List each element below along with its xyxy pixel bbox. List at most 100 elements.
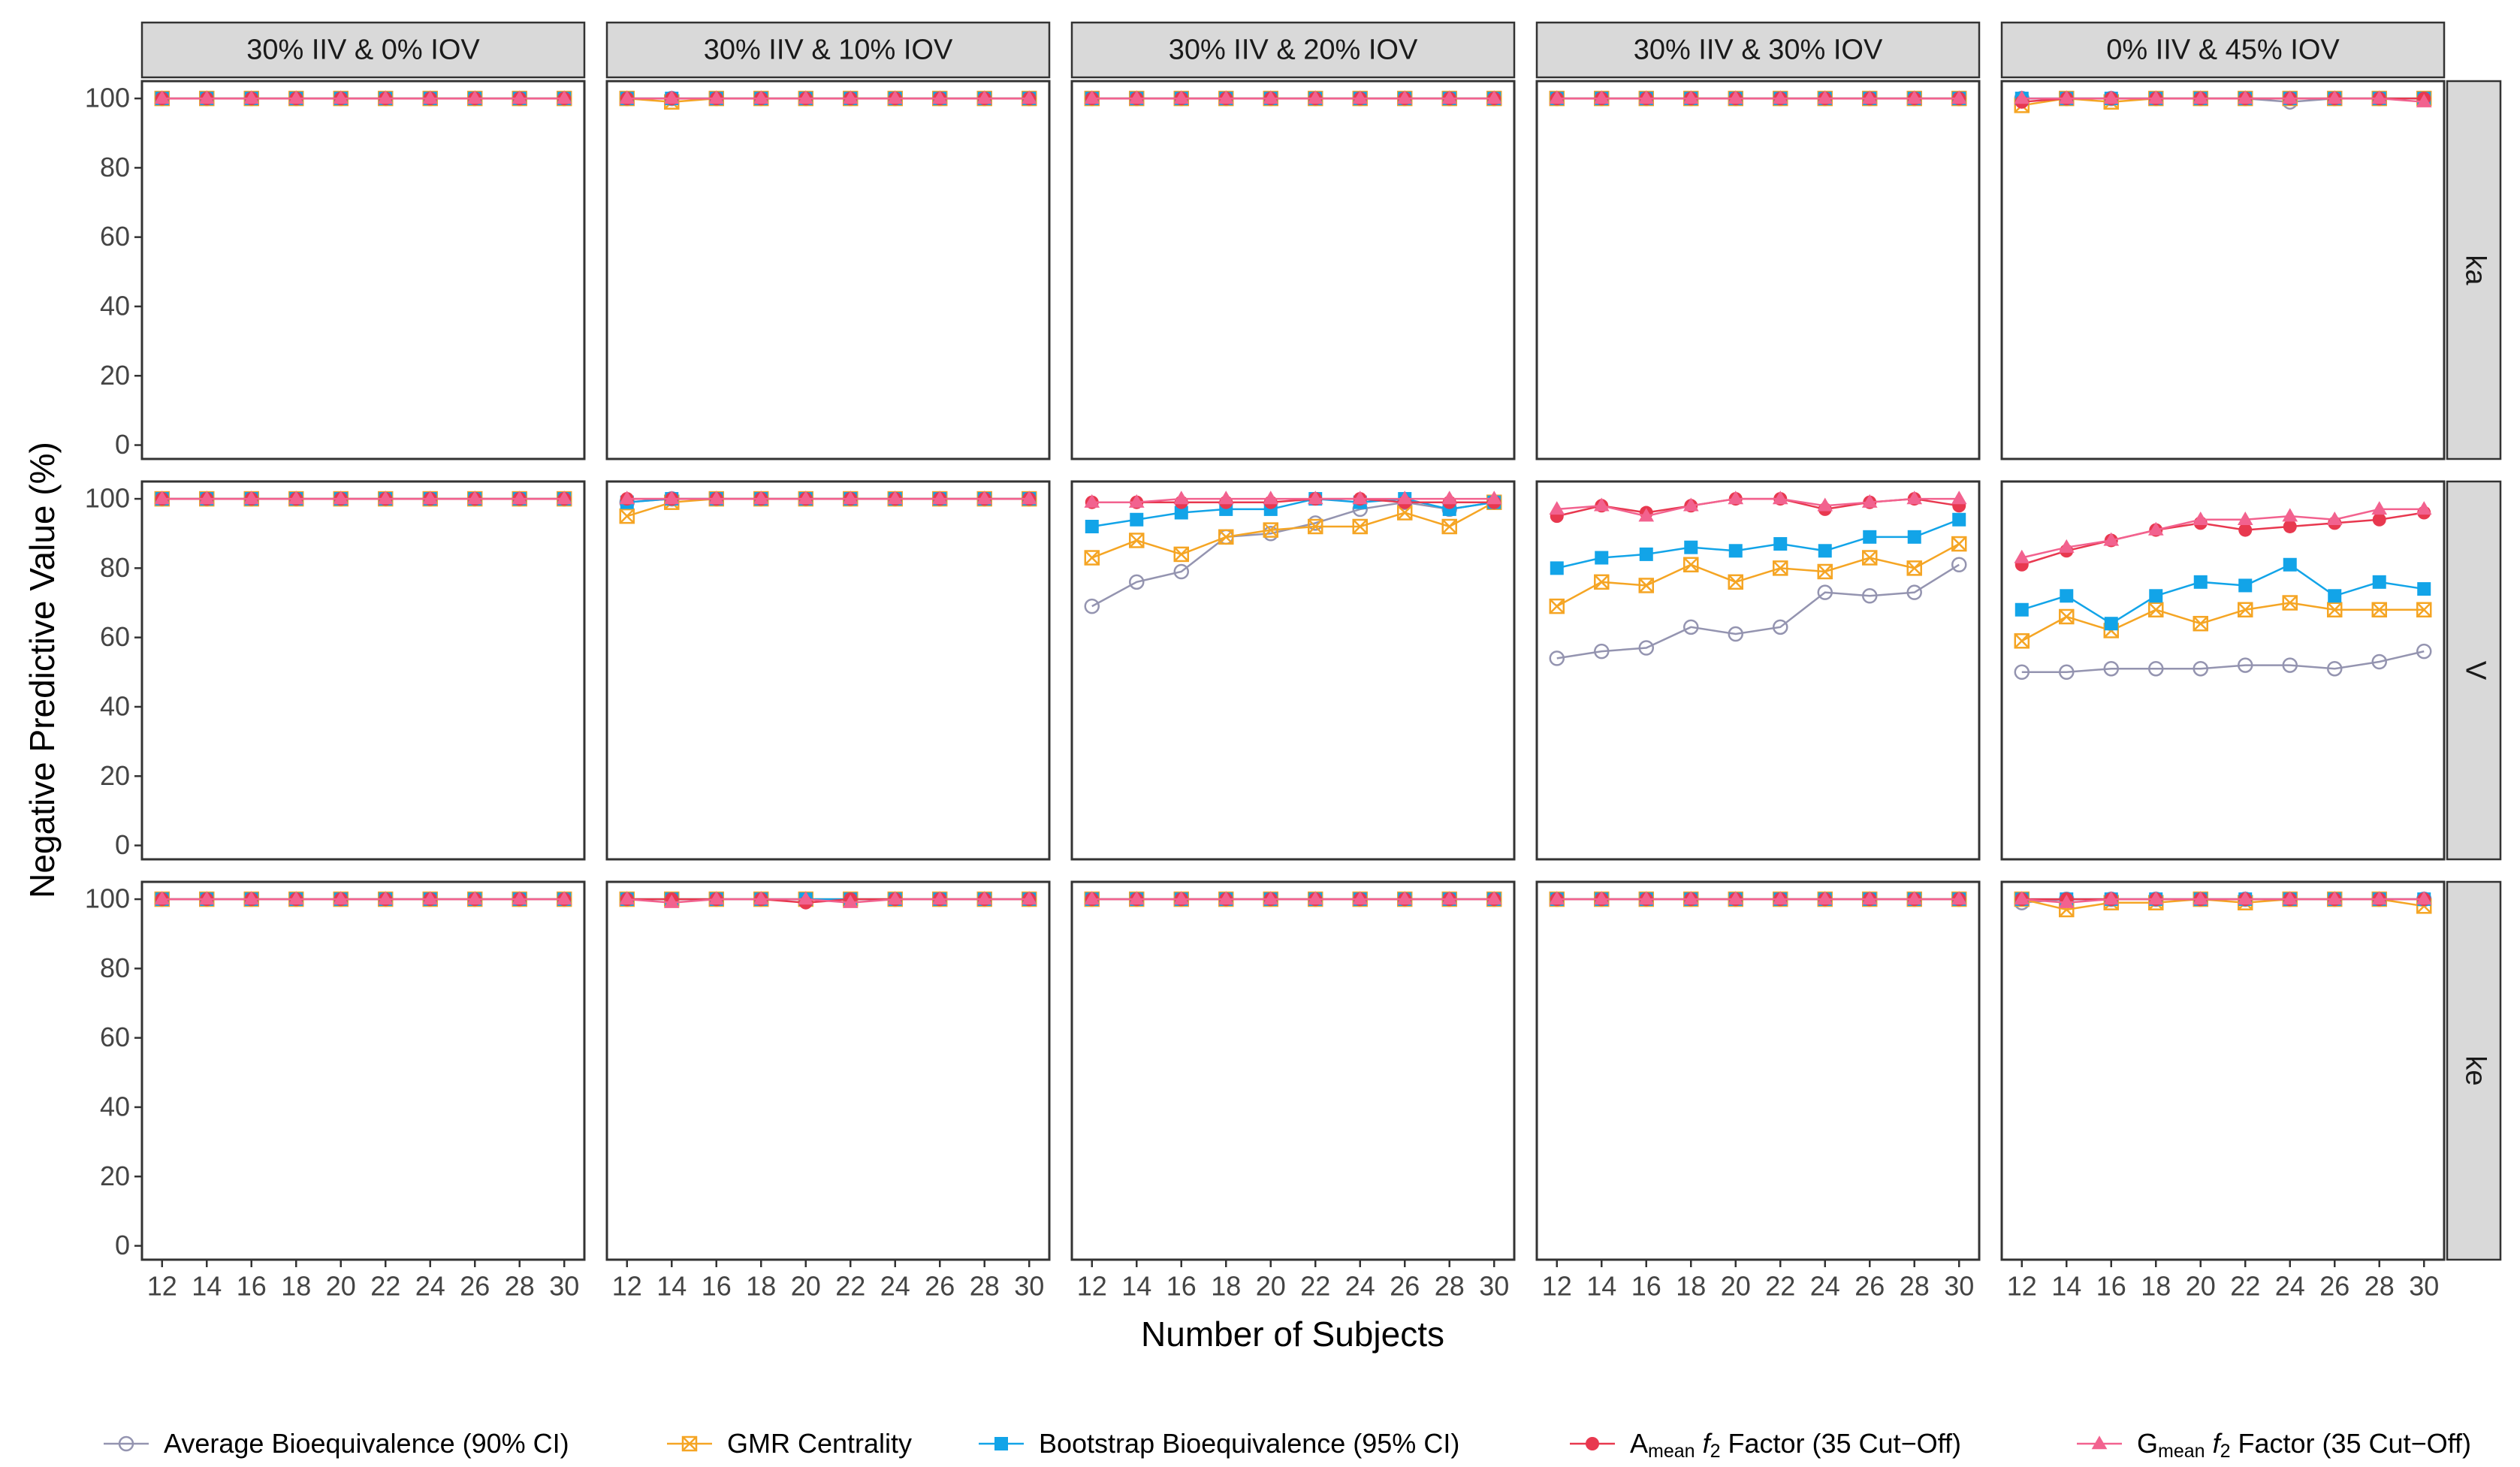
x-tick-label: 28 xyxy=(1435,1271,1465,1302)
panel xyxy=(607,481,1049,859)
marker-cross xyxy=(1906,560,1922,576)
data-point xyxy=(2058,90,2075,104)
data-point xyxy=(556,891,572,905)
data-point xyxy=(1906,90,1923,104)
marker-box xyxy=(1728,574,1744,590)
marker-cross xyxy=(1397,505,1413,521)
data-point xyxy=(1396,891,1413,905)
marker-box xyxy=(1173,546,1190,563)
x-tick-label: 22 xyxy=(1765,1271,1795,1302)
data-point xyxy=(1084,494,1100,508)
data-point xyxy=(1861,891,1878,905)
legend-label-part: G xyxy=(2137,1428,2158,1459)
marker-box xyxy=(1441,518,1457,535)
data-point xyxy=(1863,530,1877,544)
data-point xyxy=(1594,643,1610,660)
series-line xyxy=(2021,602,2425,642)
data-point xyxy=(1441,891,1458,905)
data-point xyxy=(2282,657,2298,673)
data-point xyxy=(1951,891,1967,905)
panel-border xyxy=(1535,80,1981,460)
data-point xyxy=(2371,90,2388,104)
x-tick-label: 14 xyxy=(1121,1271,1151,1302)
data-point xyxy=(512,891,528,905)
x-tick-label: 16 xyxy=(2096,1271,2126,1302)
x-tick-label: 12 xyxy=(1542,1271,1572,1302)
marker-cross xyxy=(2238,602,2253,617)
data-point xyxy=(1907,530,1921,544)
data-point xyxy=(708,491,725,505)
marker-cross xyxy=(1817,564,1833,579)
legend-label-part: Bootstrap Bioequivalence (95% CI) xyxy=(1039,1428,1459,1459)
data-point xyxy=(1818,544,1832,558)
legend-label-part: Average Bioequivalence (90% CI) xyxy=(164,1428,569,1459)
marker-box xyxy=(1906,560,1922,576)
data-point xyxy=(1728,90,1744,104)
data-point xyxy=(1817,90,1833,104)
data-point xyxy=(798,891,814,905)
data-point xyxy=(2417,582,2431,596)
data-point xyxy=(1861,90,1878,104)
data-point xyxy=(466,891,483,905)
x-tick-label: 16 xyxy=(1631,1271,1661,1302)
data-point xyxy=(1952,512,1966,527)
y-tick-label: 60 xyxy=(100,1022,130,1052)
data-point xyxy=(1772,891,1788,905)
x-tick-label: 14 xyxy=(656,1271,687,1302)
data-point xyxy=(2326,511,2343,525)
series-line xyxy=(1556,497,1960,518)
marker-cross xyxy=(1951,536,1967,551)
data-point xyxy=(2371,891,2388,905)
data-point xyxy=(1683,497,1699,512)
x-tick-label: 16 xyxy=(1166,1271,1197,1302)
y-tick-label: 100 xyxy=(85,83,130,113)
marker-box xyxy=(1594,574,1610,590)
data-point xyxy=(512,491,528,505)
data-point xyxy=(2058,894,2075,908)
data-point xyxy=(2059,608,2075,625)
data-point xyxy=(1817,563,1833,580)
data-point xyxy=(1639,547,1653,561)
marker-box xyxy=(2371,602,2387,617)
data-point xyxy=(1263,522,1279,538)
data-point xyxy=(2283,557,2297,572)
legend-label: Bootstrap Bioequivalence (95% CI) xyxy=(1039,1428,1459,1459)
data-point xyxy=(2014,891,2030,905)
data-point xyxy=(377,90,394,104)
panel-border xyxy=(140,80,586,460)
data-point xyxy=(243,90,260,104)
y-tick-label: 80 xyxy=(100,552,130,583)
data-point xyxy=(1218,529,1234,545)
x-tick-label: 30 xyxy=(1944,1271,1974,1302)
y-tick-label: 40 xyxy=(100,290,130,321)
panel xyxy=(2002,882,2444,1260)
x-tick-label: 28 xyxy=(505,1271,535,1302)
panel xyxy=(1537,481,1979,859)
y-tick-label: 0 xyxy=(115,829,130,860)
data-point xyxy=(2237,657,2253,673)
data-point xyxy=(198,491,215,505)
marker-cross xyxy=(2416,602,2432,617)
y-tick-label: 60 xyxy=(100,621,130,652)
data-point xyxy=(1951,90,1967,104)
x-tick-label: 12 xyxy=(2007,1271,2037,1302)
series-line xyxy=(2021,650,2425,674)
data-point xyxy=(2238,578,2253,593)
data-point xyxy=(2103,532,2120,546)
marker-cross xyxy=(2059,609,2075,624)
data-point xyxy=(2326,660,2343,677)
marker-box xyxy=(2416,602,2432,617)
legend-marker xyxy=(1586,1437,1599,1450)
data-point xyxy=(1906,584,1922,600)
data-point xyxy=(1352,491,1369,505)
data-point xyxy=(2147,521,2164,536)
data-point xyxy=(2193,615,2209,632)
y-axis-title: Negative Predictive Value (%) xyxy=(23,442,62,898)
marker-cross xyxy=(1773,560,1788,576)
data-point xyxy=(1773,537,1788,551)
data-point xyxy=(1550,561,1564,575)
data-point xyxy=(1130,512,1144,527)
data-point xyxy=(2326,602,2343,617)
marker-cross xyxy=(1441,519,1457,534)
x-tick-label: 18 xyxy=(1676,1271,1706,1302)
